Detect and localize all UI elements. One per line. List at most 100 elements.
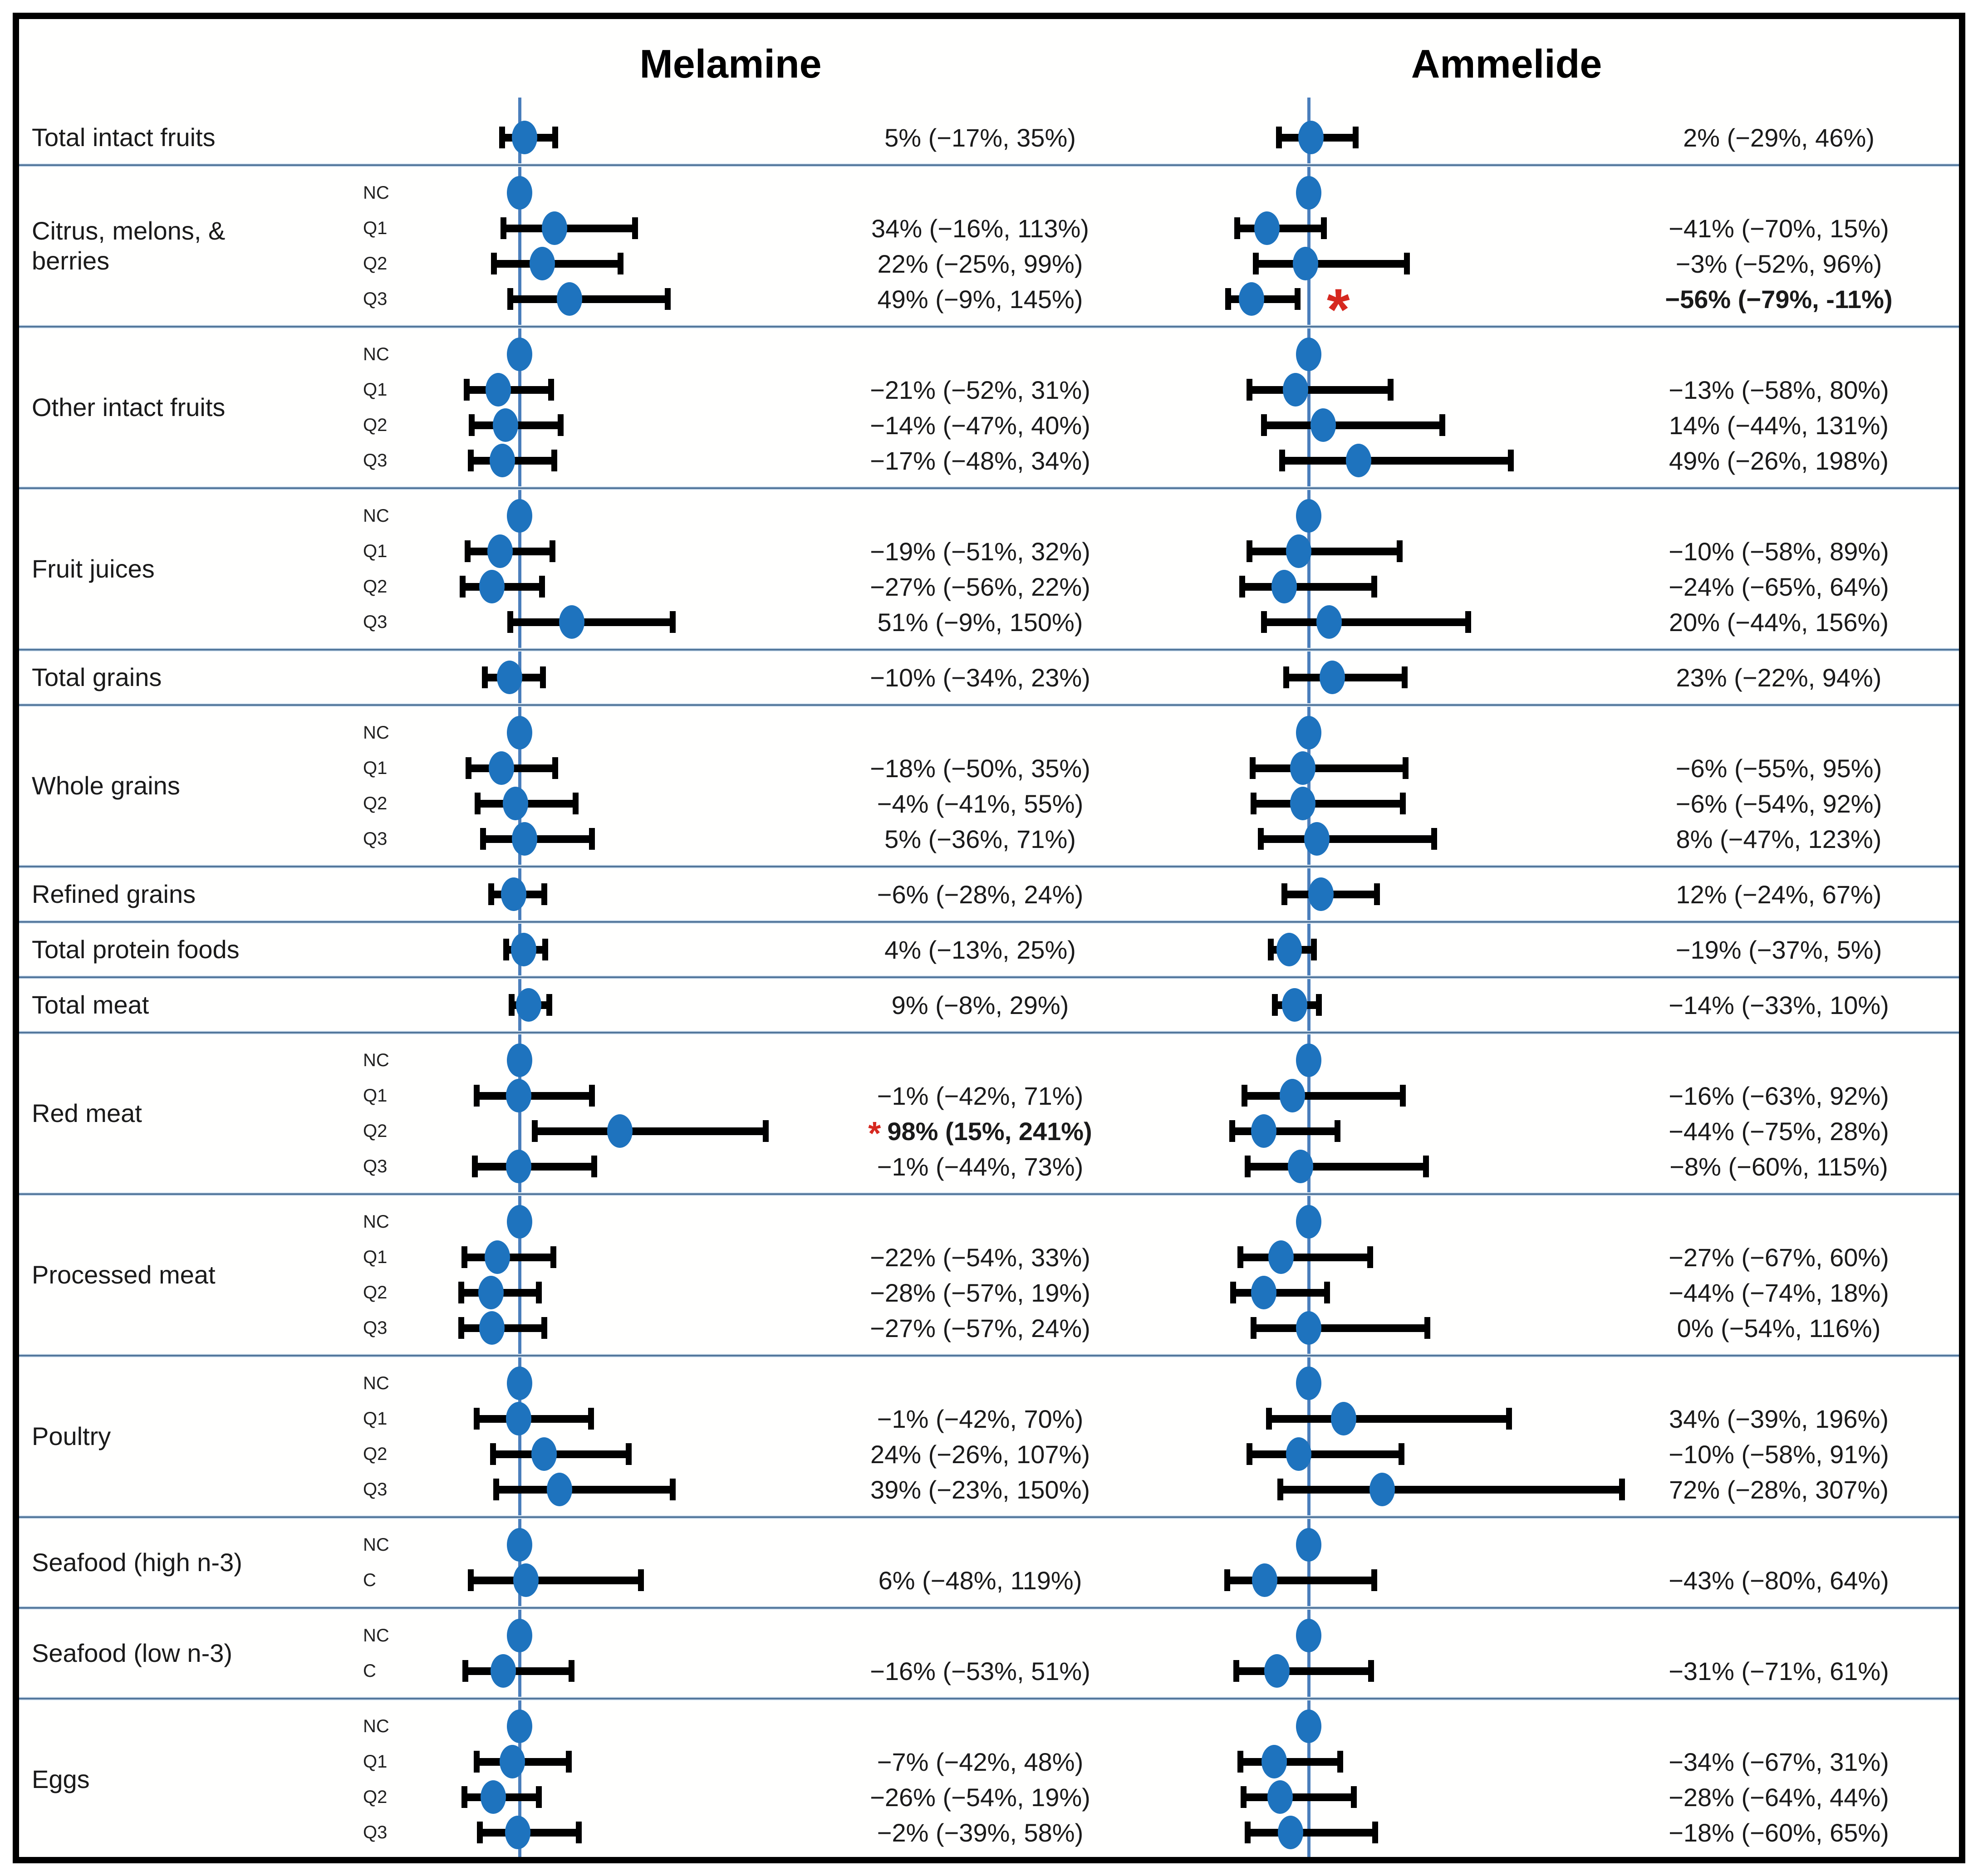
estimate-value-text-melamine: −27% (−56%, 22%) bbox=[830, 569, 1130, 604]
point-estimate-dot-ammelide bbox=[1282, 373, 1308, 407]
error-bar-cap-right-ammelide bbox=[1294, 288, 1301, 310]
point-estimate-dot-melamine bbox=[513, 1563, 539, 1597]
point-estimate-dot-ammelide-reference bbox=[1296, 338, 1321, 371]
error-bar-cap-left-ammelide bbox=[1233, 1660, 1239, 1682]
estimate-value-label: −19% (−37%, 5%) bbox=[1675, 935, 1882, 964]
error-bar-ammelide bbox=[1261, 835, 1434, 843]
estimate-value-text-ammelide: −3% (−52%, 96%) bbox=[1629, 246, 1929, 281]
error-bar-cap-left-melamine bbox=[491, 253, 497, 274]
error-bar-melamine bbox=[535, 1127, 766, 1135]
estimate-value-label: −18% (−60%, 65%) bbox=[1669, 1818, 1889, 1847]
figure-content: Melamine Ammelide Total intact fruits 5% … bbox=[19, 19, 1959, 1857]
point-estimate-dot-ammelide-reference bbox=[1296, 716, 1321, 749]
error-bar-cap-left-ammelide bbox=[1247, 1443, 1252, 1465]
error-bar-cap-left-ammelide bbox=[1244, 1156, 1251, 1177]
subgroup-tag: Q2 bbox=[363, 1121, 388, 1141]
error-bar-cap-left-melamine bbox=[507, 288, 514, 310]
point-estimate-dot-ammelide-reference bbox=[1296, 1709, 1321, 1743]
error-bar-cap-left-ammelide bbox=[1257, 828, 1264, 850]
error-bar-cap-left-melamine bbox=[532, 1120, 538, 1142]
subgroup-tag: Q1 bbox=[363, 218, 388, 238]
estimate-value-text-ammelide: 72% (−28%, 307%) bbox=[1629, 1472, 1929, 1507]
point-estimate-dot-ammelide-reference bbox=[1296, 1043, 1321, 1077]
estimate-value-text-melamine: 5% (−17%, 35%) bbox=[830, 120, 1130, 155]
estimate-value-label: −19% (−51%, 32%) bbox=[870, 537, 1090, 566]
error-bar-cap-left-melamine bbox=[474, 1085, 480, 1107]
error-bar-cap-right-melamine bbox=[540, 666, 546, 688]
estimate-value-label: 6% (−48%, 119%) bbox=[878, 1566, 1082, 1595]
estimate-value-text-ammelide: 0% (−54%, 116%) bbox=[1629, 1310, 1929, 1346]
row-separator bbox=[19, 1515, 1959, 1519]
point-estimate-dot-melamine-reference bbox=[507, 338, 532, 371]
estimate-value-label: −34% (−67%, 31%) bbox=[1669, 1747, 1889, 1776]
estimate-value-label: 39% (−23%, 150%) bbox=[870, 1475, 1090, 1504]
estimate-value-label: 24% (−26%, 107%) bbox=[870, 1440, 1090, 1469]
subgroup-tag: Q1 bbox=[363, 1752, 388, 1772]
category-label: Total intact fruits bbox=[32, 123, 216, 152]
subgroup-tag: Q2 bbox=[363, 1283, 388, 1303]
estimate-value-text-ammelide: −19% (−37%, 5%) bbox=[1629, 932, 1929, 967]
estimate-value-label: −22% (−54%, 33%) bbox=[870, 1243, 1090, 1272]
point-estimate-dot-melamine bbox=[512, 822, 538, 856]
estimate-value-text-melamine: −19% (−51%, 32%) bbox=[830, 534, 1130, 569]
error-bar-ammelide bbox=[1247, 1162, 1426, 1171]
estimate-value-label: −28% (−64%, 44%) bbox=[1669, 1783, 1889, 1812]
error-bar-cap-left-ammelide bbox=[1249, 757, 1256, 779]
error-bar-cap-left-melamine bbox=[490, 1443, 496, 1465]
error-bar-cap-right-ammelide bbox=[1508, 450, 1514, 471]
estimate-value-label: 51% (−9%, 150%) bbox=[877, 607, 1083, 637]
estimate-value-label: −6% (−54%, 92%) bbox=[1675, 789, 1882, 818]
subgroup-tag: Q3 bbox=[363, 451, 388, 470]
error-bar-ammelide bbox=[1252, 764, 1406, 772]
estimate-value-label: −17% (−48%, 34%) bbox=[870, 446, 1090, 475]
estimate-value-text-melamine: 22% (−25%, 99%) bbox=[830, 246, 1130, 281]
row-separator bbox=[19, 1697, 1959, 1700]
error-bar-cap-right-ammelide bbox=[1399, 793, 1406, 814]
estimate-value-label: −4% (−41%, 55%) bbox=[877, 789, 1084, 818]
error-bar-cap-left-ammelide bbox=[1237, 1246, 1243, 1268]
error-bar-cap-left-ammelide bbox=[1237, 1751, 1243, 1773]
error-bar-cap-right-ammelide bbox=[1399, 1443, 1405, 1465]
point-estimate-dot-ammelide bbox=[1296, 1311, 1321, 1345]
subgroup-tag: Q3 bbox=[363, 1318, 388, 1338]
estimate-value-label: −16% (−53%, 51%) bbox=[870, 1656, 1090, 1685]
error-bar-cap-right-ammelide bbox=[1399, 1085, 1406, 1107]
point-estimate-dot-melamine bbox=[479, 570, 505, 603]
error-bar-cap-left-melamine bbox=[464, 540, 471, 562]
category-label: Citrus, melons, & berries bbox=[32, 216, 226, 275]
estimate-value-label: 4% (−13%, 25%) bbox=[884, 935, 1076, 964]
estimate-value-label: −10% (−58%, 89%) bbox=[1669, 537, 1889, 566]
estimate-value-text-melamine: −2% (−39%, 58%) bbox=[830, 1815, 1130, 1850]
error-bar-ammelide bbox=[1232, 1127, 1337, 1135]
point-estimate-dot-ammelide bbox=[1308, 877, 1334, 911]
category-label: Processed meat bbox=[32, 1260, 216, 1289]
error-bar-cap-right-ammelide bbox=[1316, 994, 1322, 1016]
point-estimate-dot-ammelide bbox=[1286, 1437, 1311, 1471]
error-bar-cap-left-melamine bbox=[476, 1822, 483, 1843]
estimate-value-label: 34% (−39%, 196%) bbox=[1669, 1404, 1889, 1433]
error-bar-cap-right-ammelide bbox=[1310, 939, 1317, 960]
error-bar-cap-right-melamine bbox=[548, 379, 555, 401]
error-bar-cap-left-ammelide bbox=[1234, 217, 1240, 239]
estimate-value-label: −10% (−58%, 91%) bbox=[1669, 1440, 1889, 1469]
subgroup-tag: NC bbox=[363, 1535, 389, 1555]
error-bar-cap-right-ammelide bbox=[1367, 1246, 1373, 1268]
point-estimate-dot-ammelide bbox=[1298, 121, 1324, 154]
error-bar-cap-right-ammelide bbox=[1387, 379, 1394, 401]
error-bar-cap-right-ammelide bbox=[1404, 253, 1410, 274]
error-bar-cap-right-melamine bbox=[626, 1443, 632, 1465]
estimate-value-label: −6% (−55%, 95%) bbox=[1675, 754, 1882, 783]
error-bar-cap-right-ammelide bbox=[1321, 217, 1327, 239]
estimate-value-text-melamine: * 98% (15%, 241%) bbox=[830, 1113, 1130, 1152]
error-bar-ammelide bbox=[1236, 1667, 1371, 1675]
error-bar-cap-left-ammelide bbox=[1251, 793, 1256, 814]
subgroup-tag: Q2 bbox=[363, 254, 388, 274]
point-estimate-dot-melamine-reference bbox=[507, 499, 532, 533]
subgroup-tag: Q2 bbox=[363, 577, 388, 597]
estimate-value-text-ammelide: −16% (−63%, 92%) bbox=[1629, 1078, 1929, 1113]
error-bar-cap-right-melamine bbox=[589, 1085, 595, 1107]
estimate-value-text-ammelide: 23% (−22%, 94%) bbox=[1629, 660, 1929, 695]
point-estimate-dot-ammelide bbox=[1254, 211, 1280, 245]
row-separator bbox=[19, 1354, 1959, 1357]
